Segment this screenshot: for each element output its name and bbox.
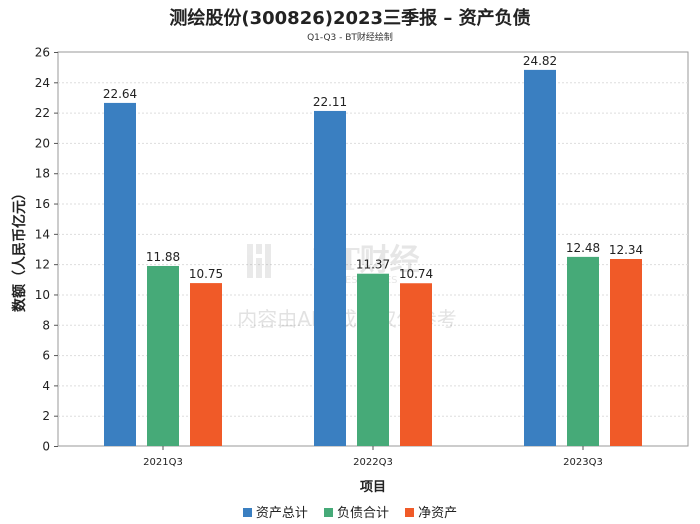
bar-value-label: 22.64 <box>103 87 137 101</box>
bar <box>400 283 432 446</box>
legend-item-assets[interactable]: 资产总计 <box>242 502 308 521</box>
y-tick-label: 16 <box>35 197 50 211</box>
legend-swatch-net-assets <box>405 508 415 517</box>
y-tick-label: 2 <box>42 409 50 423</box>
legend-item-net-assets[interactable]: 净资产 <box>405 502 457 521</box>
y-tick-label: 14 <box>35 227 50 241</box>
chart-title: 测绘股份(300826)2023三季报 – 资产负债 <box>169 8 531 29</box>
bar-value-label: 10.75 <box>189 267 223 281</box>
y-tick-label: 18 <box>35 167 50 181</box>
bar <box>147 265 179 446</box>
y-tick-label: 22 <box>35 106 50 120</box>
x-tick-label: 2022Q3 <box>353 457 393 468</box>
x-tick-label: 2023Q3 <box>563 457 603 468</box>
y-tick-label: 6 <box>42 349 50 363</box>
y-tick-label: 8 <box>42 318 50 332</box>
bar <box>314 110 346 447</box>
x-axis-label: 项目 <box>360 480 386 495</box>
y-axis-label: 数额（人民币亿元） <box>11 186 28 312</box>
bar-value-label: 10.74 <box>399 267 433 281</box>
legend-swatch-liabilities <box>323 508 333 517</box>
legend-item-liabilities[interactable]: 负债合计 <box>323 502 389 521</box>
y-tick-label: 26 <box>35 46 50 60</box>
bar-value-label: 12.48 <box>566 241 600 255</box>
watermark-logo-bar <box>256 244 262 254</box>
y-tick-label: 24 <box>35 76 50 90</box>
watermark-logo-bar <box>265 244 271 278</box>
y-tick-label: 10 <box>35 288 50 302</box>
watermark-logo-bar <box>247 244 253 278</box>
legend-swatch-assets <box>242 508 252 517</box>
bar <box>567 256 599 446</box>
legend: 资产总计 负债合计 净资产 <box>0 502 700 521</box>
bar-value-label: 11.37 <box>356 258 390 272</box>
bar <box>104 102 136 446</box>
chart-subtitle: Q1-Q3 - BT财经绘制 <box>307 33 393 43</box>
legend-label-net-assets: 净资产 <box>418 506 458 521</box>
bar <box>610 259 642 446</box>
y-tick-label: 4 <box>42 379 50 393</box>
bar-value-label: 12.34 <box>609 243 643 257</box>
bar <box>190 283 222 446</box>
watermark-logo-sub: BUSINESS TIMES <box>314 275 398 286</box>
y-tick-label: 20 <box>35 136 50 150</box>
bar <box>524 69 556 447</box>
x-tick-label: 2021Q3 <box>143 457 183 468</box>
bar <box>357 273 389 446</box>
bar-value-label: 24.82 <box>523 54 557 68</box>
y-tick-label: 0 <box>42 440 50 454</box>
bar-value-label: 11.88 <box>146 250 180 264</box>
bar-value-label: 22.11 <box>313 95 347 109</box>
watermark-logo-bar <box>256 258 262 278</box>
legend-label-assets: 资产总计 <box>255 506 308 521</box>
y-tick-label: 12 <box>35 258 50 272</box>
legend-label-liabilities: 负债合计 <box>336 506 389 521</box>
